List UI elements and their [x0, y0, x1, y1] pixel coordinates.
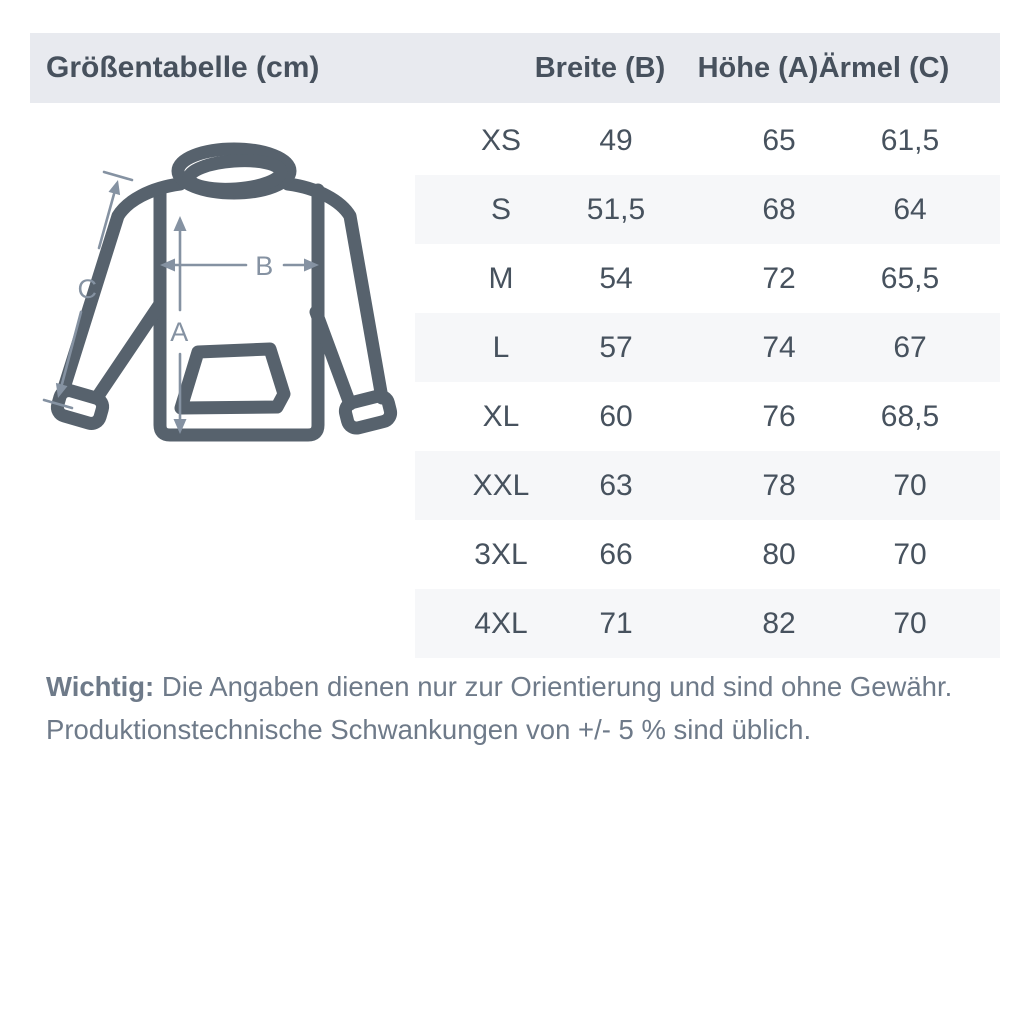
- table-row: XL 60 76 68,5: [415, 382, 1000, 451]
- cell-aermel: 67: [893, 330, 927, 364]
- table-row: M 54 72 65,5: [415, 244, 1000, 313]
- cell-aermel: 68,5: [880, 399, 940, 433]
- cell-size: S: [490, 192, 512, 226]
- table-row: 3XL 66 80 70: [415, 520, 1000, 589]
- cell-aermel: 64: [893, 192, 927, 226]
- table-row: 4XL 71 82 70: [415, 589, 1000, 658]
- column-header-hoehe: Höhe (A): [697, 52, 819, 84]
- hoodie-diagram: A B C: [42, 142, 398, 442]
- height-arrow-a: A: [170, 216, 190, 434]
- label-b: B: [255, 251, 275, 281]
- cell-hoehe: 80: [762, 537, 796, 571]
- cell-size: 4XL: [474, 606, 528, 640]
- cell-breite: 57: [599, 330, 633, 364]
- label-c: C: [78, 274, 99, 304]
- cell-size: 3XL: [474, 537, 528, 571]
- table-row: S 51,5 68 64: [415, 175, 1000, 244]
- cell-breite: 49: [599, 123, 633, 157]
- cell-hoehe: 68: [762, 192, 796, 226]
- sleeve-arrow-c: C: [42, 170, 134, 410]
- hood-outline: [171, 142, 297, 200]
- right-sleeve-outline: [281, 177, 398, 435]
- cell-aermel: 70: [893, 468, 927, 502]
- cell-breite: 54: [599, 261, 633, 295]
- cell-breite: 63: [599, 468, 633, 502]
- note-label: Wichtig:: [46, 671, 155, 702]
- cell-hoehe: 72: [762, 261, 796, 295]
- note-line1: Die Angaben dienen nur zur Orientierung …: [154, 671, 953, 702]
- cell-size: XS: [480, 123, 522, 157]
- table-row: XXL 63 78 70: [415, 451, 1000, 520]
- cell-aermel: 70: [893, 537, 927, 571]
- table-row: L 57 74 67: [415, 313, 1000, 382]
- left-sleeve-outline: [50, 177, 187, 430]
- note-line2: Produktionstechnische Schwankungen von +…: [46, 713, 812, 745]
- width-arrow-b: B: [160, 251, 319, 281]
- label-a: A: [170, 317, 190, 347]
- cell-aermel: 70: [893, 606, 927, 640]
- cell-hoehe: 78: [762, 468, 796, 502]
- cell-breite: 71: [599, 606, 633, 640]
- cell-breite: 66: [599, 537, 633, 571]
- cell-hoehe: 74: [762, 330, 796, 364]
- table-row: XS 49 65 61,5: [415, 106, 1000, 175]
- pocket-outline: [174, 342, 291, 415]
- cell-hoehe: 65: [762, 123, 796, 157]
- chart-title: Größentabelle (cm): [46, 51, 320, 84]
- cell-size: L: [492, 330, 510, 364]
- cell-size: M: [488, 261, 514, 295]
- important-note: Wichtig: Die Angaben dienen nur zur Orie…: [46, 666, 976, 752]
- cell-breite: 60: [599, 399, 633, 433]
- column-header-aermel: Ärmel (C): [818, 52, 950, 84]
- cell-size: XL: [482, 399, 520, 433]
- cell-hoehe: 76: [762, 399, 796, 433]
- column-header-breite: Breite (B): [534, 52, 666, 84]
- cell-hoehe: 82: [762, 606, 796, 640]
- cell-breite: 51,5: [586, 192, 646, 226]
- cell-aermel: 65,5: [880, 261, 940, 295]
- table-header-band: Größentabelle (cm) Breite (B) Höhe (A) Ä…: [30, 33, 1000, 103]
- cell-size: XXL: [472, 468, 530, 502]
- size-table: XS 49 65 61,5 S 51,5 68 64 M 54 72 65,5 L 57 74 67 XL 60 7…: [415, 106, 1000, 658]
- cell-aermel: 61,5: [880, 123, 940, 157]
